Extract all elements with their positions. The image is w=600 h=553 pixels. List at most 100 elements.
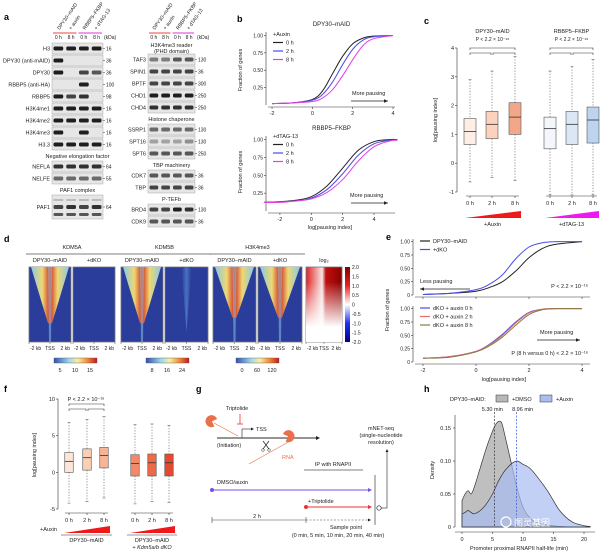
chart-title: DPY30–mAID xyxy=(313,22,351,28)
heatmap-x-tick: -2 kb xyxy=(214,346,225,352)
blot-band xyxy=(53,46,64,51)
x-tick-label: -2 xyxy=(277,217,282,223)
legend-title: DPY30–mAID: xyxy=(450,397,486,403)
blot-band xyxy=(53,205,64,209)
sample-circle xyxy=(376,505,382,511)
blot-band xyxy=(173,57,182,62)
blot-band xyxy=(184,207,194,212)
group-title: DPY30–mAID xyxy=(475,29,509,35)
box xyxy=(130,454,140,477)
box xyxy=(508,102,522,135)
heatmap-signal-tail xyxy=(278,267,282,342)
p-value: P < 2.2 × 10⁻¹⁶ xyxy=(68,396,105,403)
blot-band xyxy=(173,127,182,132)
blot-protein-label: SPT16 xyxy=(129,140,146,146)
kda-marker: 300 xyxy=(198,82,207,88)
colorbar-tick-label: 15 xyxy=(87,368,93,374)
x-tick-label: 2 xyxy=(527,368,530,374)
panel-label-d: d xyxy=(4,234,10,244)
heatmap-log2-ratio: log₂ -2 kb TSS 2 kb 2.0 1.5 1.0 0.5 0 -0.5 -1.0 -1.… xyxy=(305,258,361,352)
legend-label: dKO + auxin 8 h xyxy=(433,323,473,329)
kda-marker: 16 xyxy=(106,119,112,125)
significance-bracket xyxy=(68,408,105,411)
blot-band xyxy=(79,106,89,111)
heatmap-KDM5B-wt: DPY30–mAID -2 kb TSS 2 kb xyxy=(120,258,164,352)
blot-band xyxy=(184,219,194,224)
kda-marker: 36 xyxy=(198,186,204,192)
density-chart-h: 0 0.05 0.10 0.15 0 5 10 15 20 5.30 min 8.96 min DPY… xyxy=(430,394,595,552)
y-tick-label: 1.00 xyxy=(400,307,410,313)
lane-label: 0 h xyxy=(80,35,87,41)
heatmap-KDM5B-dko: +dKO -2 kb TSS 2 kb xyxy=(164,258,209,352)
y-tick-label: 0 xyxy=(407,293,410,299)
mnet-seq-label: (single-nucleotide xyxy=(359,433,402,439)
heatmap-H3K4me3-wt: DPY30–mAID -2 kb TSS 2 kb xyxy=(212,258,257,352)
box xyxy=(543,116,557,150)
blot-band xyxy=(184,185,194,190)
triptolide-treatment-label: +Triptolide xyxy=(308,499,334,505)
kda-marker: 64 xyxy=(106,165,112,171)
x-tick-label: 4 xyxy=(581,368,584,374)
blot-band xyxy=(79,213,89,216)
y-tick-label: -5 xyxy=(50,507,55,513)
blot-protein-label: SPIN1 xyxy=(130,70,146,76)
kda-marker: 130 xyxy=(198,208,207,214)
panel-label-g: g xyxy=(196,384,202,394)
colorbar-tick-label: -0.5 xyxy=(352,312,361,318)
panel-label-a: a xyxy=(4,12,10,22)
blot-band xyxy=(149,219,159,224)
x-axis-label: log[pausing index] xyxy=(308,225,353,231)
blot-protein-label: H3K4me1 xyxy=(26,107,50,113)
scissors-icon xyxy=(267,448,271,452)
blot-band xyxy=(79,142,89,147)
x-tick-label: 0 h xyxy=(546,201,554,207)
legend-title: +Auxin xyxy=(273,32,290,38)
arrowhead-icon xyxy=(316,436,320,440)
blot-band xyxy=(161,69,170,74)
blot-protein-label: PAF1 xyxy=(37,205,50,211)
heatmap-KDM5A-wt: DPY30–mAID -2 kb TSS 2 kb xyxy=(28,258,72,352)
heatmap-x-tick: -2 kb xyxy=(259,346,270,352)
group-title: DPY30–mAID xyxy=(135,538,169,544)
heatmap-column-label: +dKO xyxy=(87,258,102,264)
kda-marker: 98 xyxy=(106,95,112,101)
series-line-dKO-auxin-8-h xyxy=(422,308,583,359)
x-tick-label: 15 xyxy=(550,537,556,543)
x-tick-label: 2 xyxy=(341,217,344,223)
legend-swatch xyxy=(495,394,509,403)
x-tick-label: 8 h xyxy=(589,201,597,207)
blot-section-heading: Negative elongation factor xyxy=(46,154,110,160)
x-tick-label: -2 xyxy=(421,368,426,374)
x-tick-label: 2 h xyxy=(148,518,156,524)
blot-band xyxy=(149,93,159,98)
blot-band xyxy=(53,199,64,201)
x-tick-label: 0 h xyxy=(65,518,73,524)
blot-band xyxy=(91,142,102,147)
blot-band xyxy=(161,173,170,178)
blot-band xyxy=(66,106,76,111)
blot-band xyxy=(184,105,194,110)
heatmap-signal-tail xyxy=(140,267,144,342)
colorbar-tick-label: -2.0 xyxy=(352,340,361,346)
blot-band xyxy=(66,94,76,99)
blot-band xyxy=(53,130,64,135)
blot-band xyxy=(161,93,170,98)
box-plot-c: -1 0 1 2 3 4 log[pausing index] 0 h 2 h 8 h +Auxin… xyxy=(433,29,600,228)
blot-band xyxy=(53,164,64,169)
blot-band xyxy=(79,46,89,51)
y-tick-label: 5 xyxy=(52,434,55,440)
blot-band xyxy=(184,93,194,98)
legend-label: 2 h xyxy=(286,49,294,55)
blot-protein-label: H3.3 xyxy=(38,143,50,149)
scissors-icon xyxy=(261,448,265,452)
colorbar-tick-label: 8 xyxy=(150,368,153,374)
blot-protein-label: CDK7 xyxy=(131,174,146,180)
x-tick-label: 20 xyxy=(581,537,587,543)
heatmap-x-tick: TSS xyxy=(275,346,285,352)
blot-band xyxy=(79,118,89,123)
kda-marker: 64 xyxy=(106,205,112,211)
tss-label: TSS xyxy=(256,427,267,433)
box-plot-f: -5 0 5 10 log[pausing index] 0 h 2 h 8 h DPY30–m… xyxy=(32,396,177,551)
